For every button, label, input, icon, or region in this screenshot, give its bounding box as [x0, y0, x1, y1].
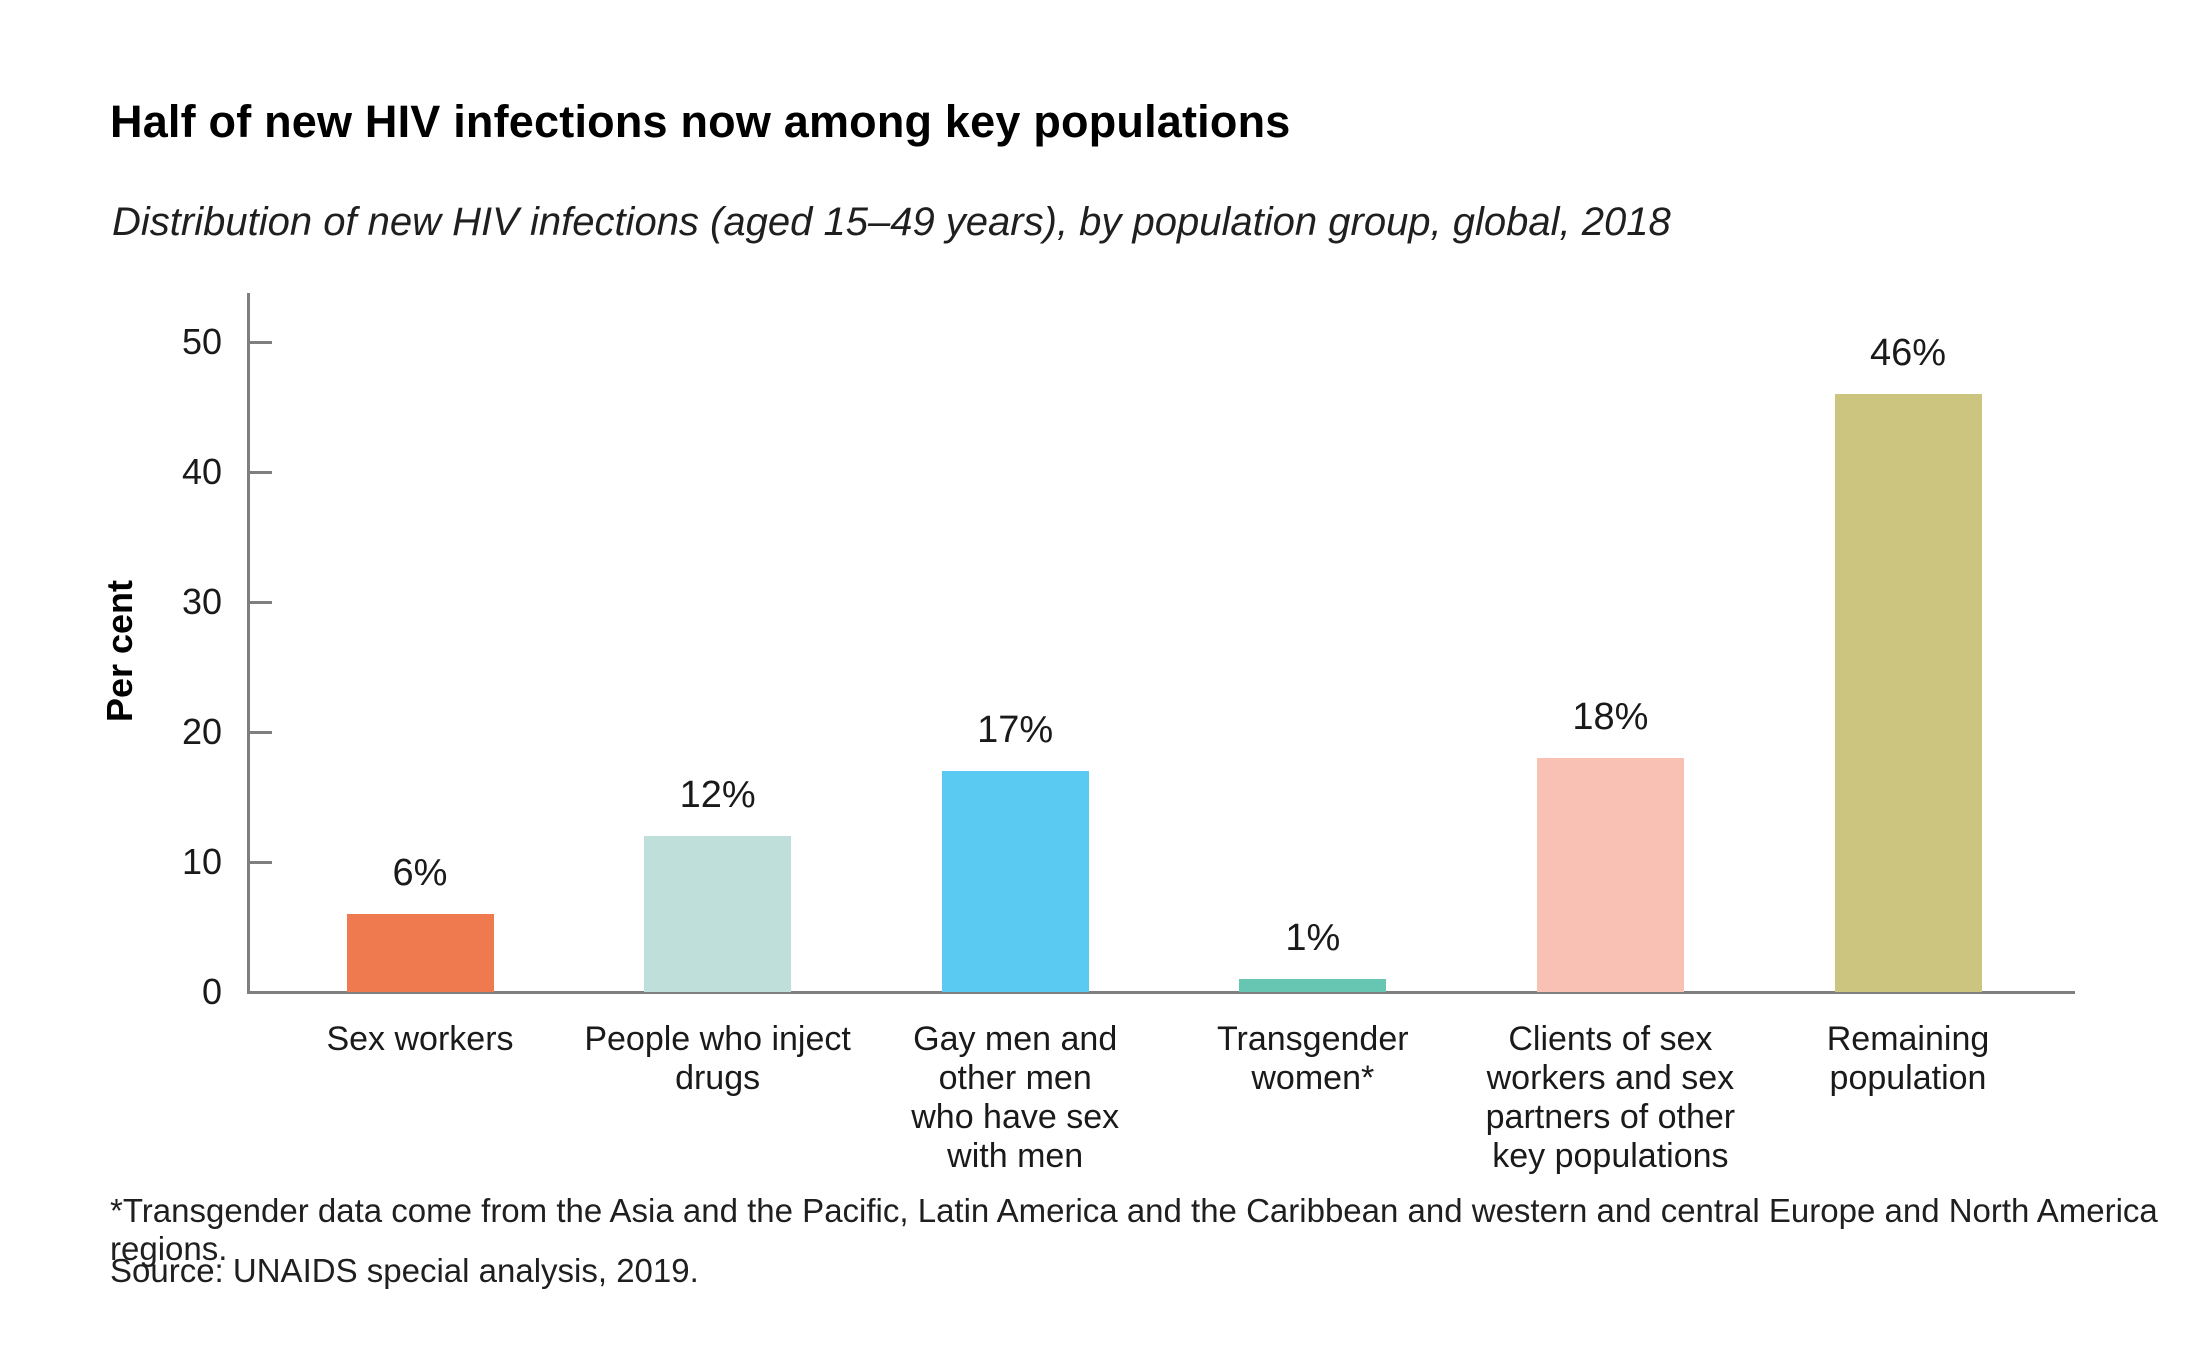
- footnote: *Transgender data come from the Asia and…: [110, 1192, 2158, 1267]
- x-axis-line: [247, 991, 2075, 994]
- source-note: Source: UNAIDS special analysis, 2019.: [110, 1252, 699, 1289]
- y-tick: [250, 861, 272, 864]
- bar: [941, 771, 1089, 992]
- y-tick: [250, 341, 272, 344]
- y-tick-label: 40: [181, 451, 222, 492]
- y-axis-line: [247, 293, 250, 992]
- bar-value-label: 12%: [679, 774, 756, 816]
- x-category-label: Remaining population: [1826, 1020, 1990, 1097]
- y-tick-label: 10: [181, 841, 222, 882]
- y-tick-label: 50: [181, 321, 222, 362]
- page-subtitle: Distribution of new HIV infections (aged…: [112, 200, 1671, 244]
- y-tick-label: 0: [201, 971, 222, 1012]
- y-tick-label: 30: [181, 581, 222, 622]
- x-category-label: Clients of sex workers and sex partners …: [1485, 1020, 1736, 1175]
- bar-value-label: 17%: [977, 709, 1054, 751]
- bar-value-label: 6%: [392, 852, 448, 894]
- y-tick: [250, 731, 272, 734]
- bar: [346, 914, 494, 992]
- bar: [1239, 979, 1387, 992]
- y-tick-label: 20: [181, 711, 222, 752]
- bar: [1834, 394, 1982, 992]
- bar: [644, 836, 792, 992]
- y-tick: [250, 601, 272, 604]
- x-category-label: People who inject drugs: [584, 1020, 851, 1097]
- bar: [1536, 758, 1684, 992]
- page-title: Half of new HIV infections now among key…: [110, 96, 1291, 147]
- bar-value-label: 46%: [1869, 332, 1947, 374]
- x-category-label: Gay men and other men who have sex with …: [911, 1020, 1120, 1175]
- bar-value-label: 18%: [1572, 696, 1649, 738]
- x-category-label: Transgender women*: [1217, 1020, 1409, 1097]
- bar-value-label: 1%: [1285, 917, 1341, 959]
- x-category-label: Sex workers: [326, 1020, 514, 1058]
- y-tick: [250, 471, 272, 474]
